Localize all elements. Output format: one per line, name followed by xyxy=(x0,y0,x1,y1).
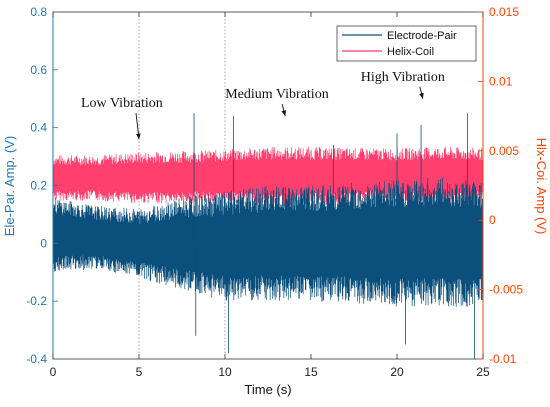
left-tick-label: -0.2 xyxy=(26,294,47,308)
series-helix-coil-trace xyxy=(53,146,483,207)
bottom-axis-ticks: 0 5 10 15 20 25 xyxy=(50,12,490,379)
right-axis-ticks: -0.01 -0.005 0 0.005 0.01 0.015 xyxy=(478,5,523,366)
right-tick-label: 0 xyxy=(489,213,496,227)
left-tick-label: -0.4 xyxy=(26,352,47,366)
bottom-tick-label: 0 xyxy=(50,365,57,379)
annotation-label: Medium Vibration xyxy=(225,87,329,102)
annotation-arrow-head xyxy=(281,110,287,117)
annotation-arrow-head xyxy=(136,133,141,140)
annotation-label: Low Vibration xyxy=(81,96,163,111)
legend-label-helix-coil: Helix-Coil xyxy=(387,46,434,58)
bottom-tick-label: 5 xyxy=(136,365,143,379)
left-tick-label: 0.6 xyxy=(30,63,47,77)
annotation-label: High Vibration xyxy=(361,70,445,85)
series-electrode-pair-trace xyxy=(53,177,483,307)
left-tick-label: 0 xyxy=(40,236,47,250)
bottom-tick-label: 20 xyxy=(390,365,404,379)
y-axis-left-label: Ele-Par. Amp. (V) xyxy=(2,136,17,236)
legend-label-electrode-pair: Electrode-Pair xyxy=(387,30,457,42)
right-tick-label: -0.005 xyxy=(489,283,523,297)
legend-box xyxy=(336,25,477,62)
annotation-arrow-head xyxy=(419,92,424,99)
bottom-tick-label: 15 xyxy=(304,365,318,379)
left-tick-label: 0.2 xyxy=(30,179,47,193)
right-tick-label: 0.005 xyxy=(489,144,519,158)
left-tick-label: 0.4 xyxy=(30,121,47,135)
electrode-spikes xyxy=(193,113,475,359)
signal-traces xyxy=(53,113,483,359)
bottom-tick-label: 10 xyxy=(218,365,232,379)
x-axis-label: Time (s) xyxy=(244,382,291,397)
right-tick-label: 0.015 xyxy=(489,5,519,19)
left-tick-label: 0.8 xyxy=(30,5,47,19)
right-tick-label: -0.01 xyxy=(489,352,517,366)
annotations: Low Vibration Medium Vibration High Vibrat… xyxy=(81,70,445,140)
legend: Electrode-Pair Helix-Coil xyxy=(336,25,477,62)
right-tick-label: 0.01 xyxy=(489,74,513,88)
left-axis-ticks: -0.4 -0.2 0 0.2 0.4 0.6 0.8 xyxy=(26,5,58,366)
bottom-tick-label: 25 xyxy=(476,365,490,379)
y-axis-right-label: Hlx-Coi. Amp (V) xyxy=(534,138,549,235)
